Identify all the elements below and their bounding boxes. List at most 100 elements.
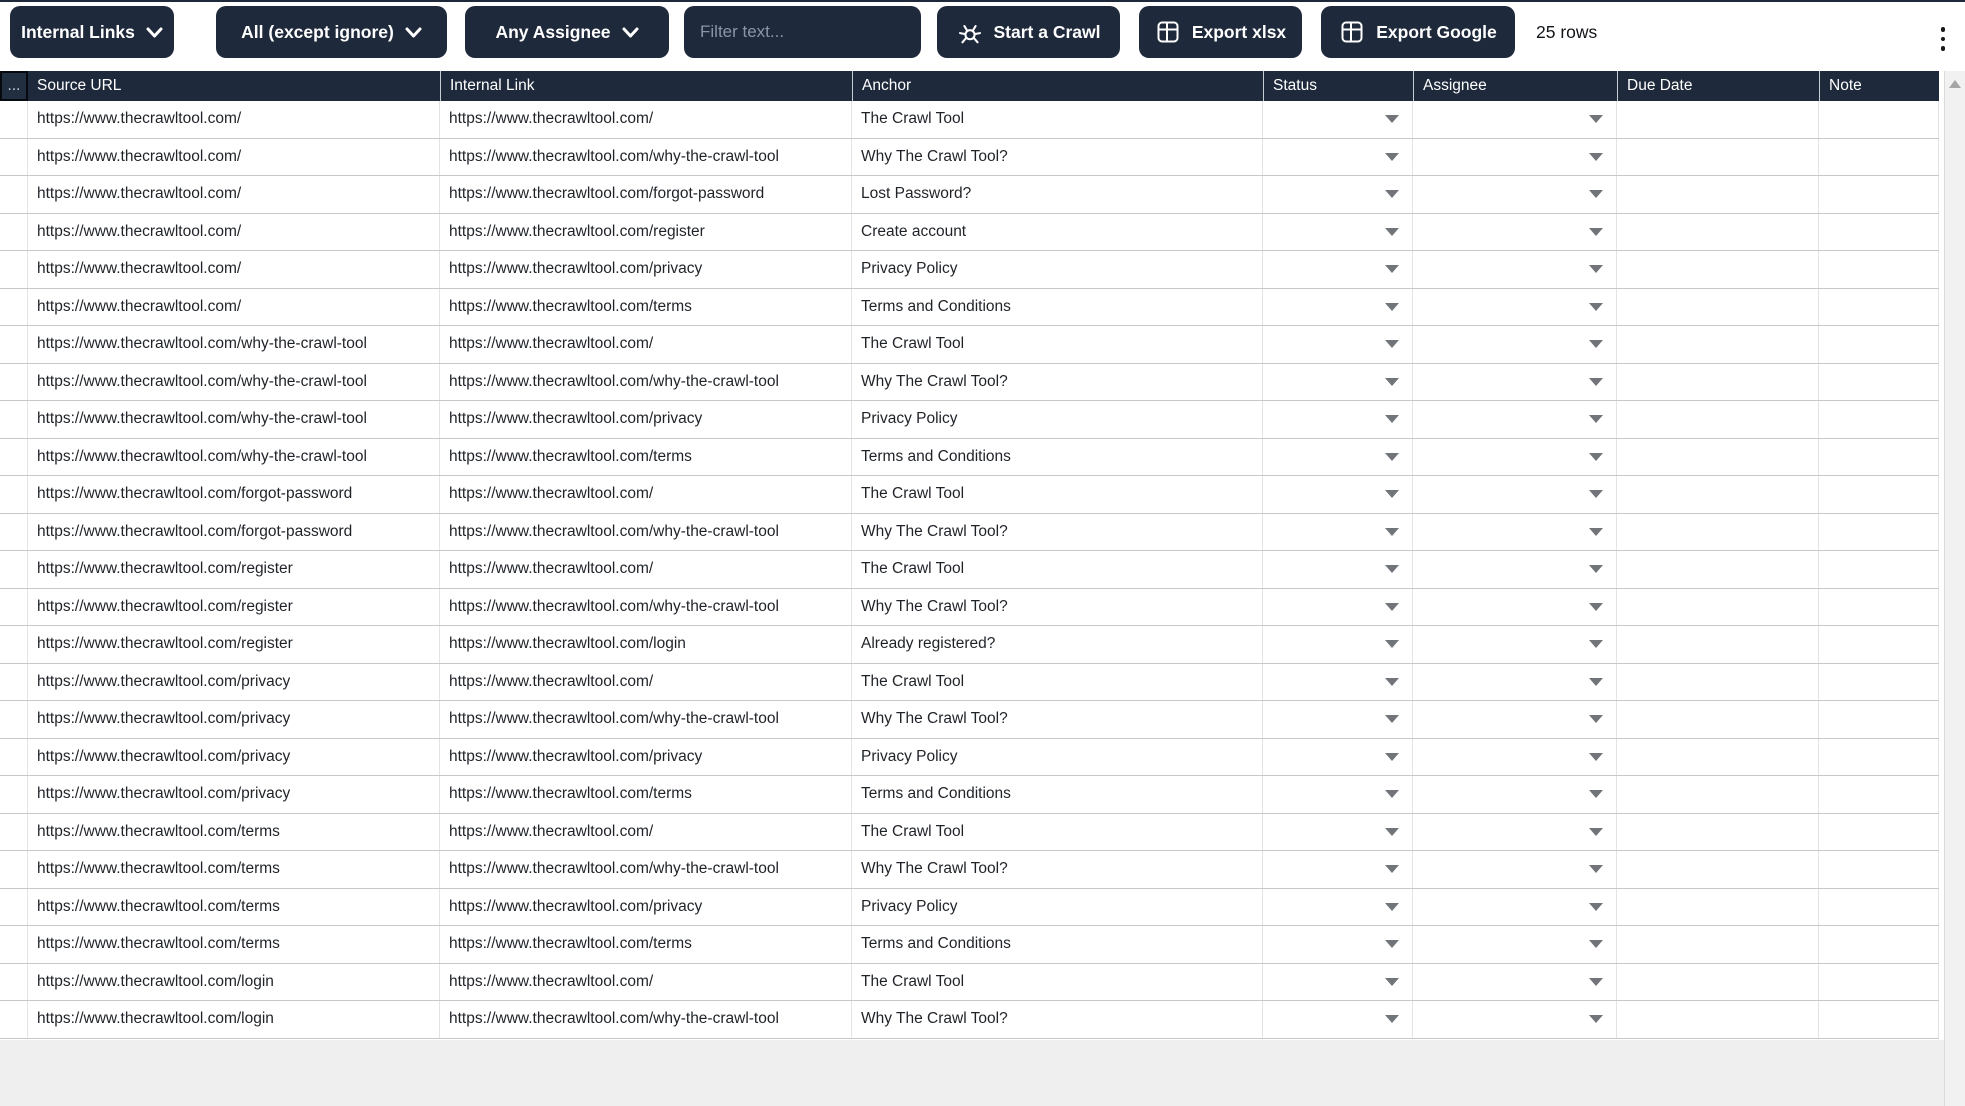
assignee-dropdown[interactable]: [1413, 701, 1617, 738]
note-cell[interactable]: [1819, 438, 1939, 475]
note-cell[interactable]: [1819, 101, 1939, 138]
due-date-cell[interactable]: [1617, 476, 1819, 513]
note-cell[interactable]: [1819, 551, 1939, 588]
due-date-cell[interactable]: [1617, 363, 1819, 400]
note-cell[interactable]: [1819, 776, 1939, 813]
row-menu-cell[interactable]: [0, 776, 28, 813]
row-menu-cell[interactable]: [0, 326, 28, 363]
assignee-dropdown[interactable]: [1413, 813, 1617, 850]
note-cell[interactable]: [1819, 401, 1939, 438]
row-menu-cell[interactable]: [0, 851, 28, 888]
status-dropdown[interactable]: [1263, 288, 1413, 325]
status-dropdown[interactable]: [1263, 851, 1413, 888]
note-cell[interactable]: [1819, 926, 1939, 963]
row-menu-cell[interactable]: [0, 888, 28, 925]
note-cell[interactable]: [1819, 888, 1939, 925]
status-dropdown[interactable]: [1263, 813, 1413, 850]
row-menu-cell[interactable]: [0, 738, 28, 775]
due-date-cell[interactable]: [1617, 1001, 1819, 1038]
status-dropdown[interactable]: [1263, 626, 1413, 663]
due-date-cell[interactable]: [1617, 138, 1819, 175]
assignee-dropdown[interactable]: [1413, 926, 1617, 963]
assignee-dropdown[interactable]: [1413, 851, 1617, 888]
scroll-up-arrow-icon[interactable]: [1949, 80, 1961, 88]
status-dropdown[interactable]: [1263, 513, 1413, 550]
status-dropdown[interactable]: [1263, 926, 1413, 963]
row-menu-cell[interactable]: [0, 588, 28, 625]
due-date-cell[interactable]: [1617, 288, 1819, 325]
assignee-dropdown[interactable]: [1413, 626, 1617, 663]
assignee-dropdown[interactable]: [1413, 138, 1617, 175]
row-menu-cell[interactable]: [0, 813, 28, 850]
assignee-dropdown[interactable]: [1413, 1001, 1617, 1038]
due-date-cell[interactable]: [1617, 663, 1819, 700]
status-dropdown[interactable]: [1263, 738, 1413, 775]
due-date-cell[interactable]: [1617, 513, 1819, 550]
due-date-cell[interactable]: [1617, 963, 1819, 1000]
row-menu-cell[interactable]: [0, 626, 28, 663]
note-cell[interactable]: [1819, 476, 1939, 513]
assignee-dropdown[interactable]: [1413, 588, 1617, 625]
note-cell[interactable]: [1819, 251, 1939, 288]
row-menu-cell[interactable]: [0, 513, 28, 550]
row-menu-cell[interactable]: [0, 213, 28, 250]
export-google-button[interactable]: Export Google: [1321, 6, 1515, 58]
assignee-dropdown[interactable]: [1413, 738, 1617, 775]
assignee-dropdown[interactable]: [1413, 101, 1617, 138]
row-menu-cell[interactable]: [0, 1001, 28, 1038]
status-dropdown[interactable]: [1263, 213, 1413, 250]
due-date-cell[interactable]: [1617, 626, 1819, 663]
assignee-dropdown[interactable]: [1413, 363, 1617, 400]
row-menu-cell[interactable]: [0, 363, 28, 400]
note-cell[interactable]: [1819, 363, 1939, 400]
assignee-dropdown[interactable]: [1413, 663, 1617, 700]
due-date-cell[interactable]: [1617, 551, 1819, 588]
row-menu-cell[interactable]: [0, 963, 28, 1000]
filter-text-input[interactable]: [684, 6, 921, 58]
due-date-cell[interactable]: [1617, 326, 1819, 363]
status-dropdown[interactable]: [1263, 326, 1413, 363]
status-dropdown[interactable]: [1263, 551, 1413, 588]
note-cell[interactable]: [1819, 738, 1939, 775]
start-crawl-button[interactable]: Start a Crawl: [937, 6, 1120, 58]
note-cell[interactable]: [1819, 213, 1939, 250]
due-date-cell[interactable]: [1617, 438, 1819, 475]
status-dropdown[interactable]: [1263, 176, 1413, 213]
status-filter-dropdown[interactable]: All (except ignore): [216, 6, 447, 58]
assignee-dropdown[interactable]: [1413, 776, 1617, 813]
status-dropdown[interactable]: [1263, 588, 1413, 625]
status-dropdown[interactable]: [1263, 888, 1413, 925]
status-dropdown[interactable]: [1263, 401, 1413, 438]
status-dropdown[interactable]: [1263, 476, 1413, 513]
note-cell[interactable]: [1819, 851, 1939, 888]
assignee-dropdown[interactable]: [1413, 288, 1617, 325]
row-menu-cell[interactable]: [0, 101, 28, 138]
status-dropdown[interactable]: [1263, 101, 1413, 138]
due-date-cell[interactable]: [1617, 888, 1819, 925]
status-dropdown[interactable]: [1263, 138, 1413, 175]
note-cell[interactable]: [1819, 813, 1939, 850]
note-cell[interactable]: [1819, 326, 1939, 363]
status-dropdown[interactable]: [1263, 776, 1413, 813]
note-cell[interactable]: [1819, 1001, 1939, 1038]
note-cell[interactable]: [1819, 626, 1939, 663]
due-date-cell[interactable]: [1617, 176, 1819, 213]
status-dropdown[interactable]: [1263, 663, 1413, 700]
note-cell[interactable]: [1819, 513, 1939, 550]
assignee-dropdown[interactable]: [1413, 401, 1617, 438]
row-menu-cell[interactable]: [0, 701, 28, 738]
export-xlsx-button[interactable]: Export xlsx: [1139, 6, 1302, 58]
assignee-dropdown[interactable]: [1413, 963, 1617, 1000]
row-menu-cell[interactable]: [0, 438, 28, 475]
note-cell[interactable]: [1819, 176, 1939, 213]
status-dropdown[interactable]: [1263, 701, 1413, 738]
due-date-cell[interactable]: [1617, 101, 1819, 138]
assignee-dropdown[interactable]: [1413, 326, 1617, 363]
assignee-dropdown[interactable]: [1413, 551, 1617, 588]
status-dropdown[interactable]: [1263, 963, 1413, 1000]
due-date-cell[interactable]: [1617, 776, 1819, 813]
note-cell[interactable]: [1819, 963, 1939, 1000]
note-cell[interactable]: [1819, 588, 1939, 625]
note-cell[interactable]: [1819, 288, 1939, 325]
assignee-dropdown[interactable]: [1413, 213, 1617, 250]
